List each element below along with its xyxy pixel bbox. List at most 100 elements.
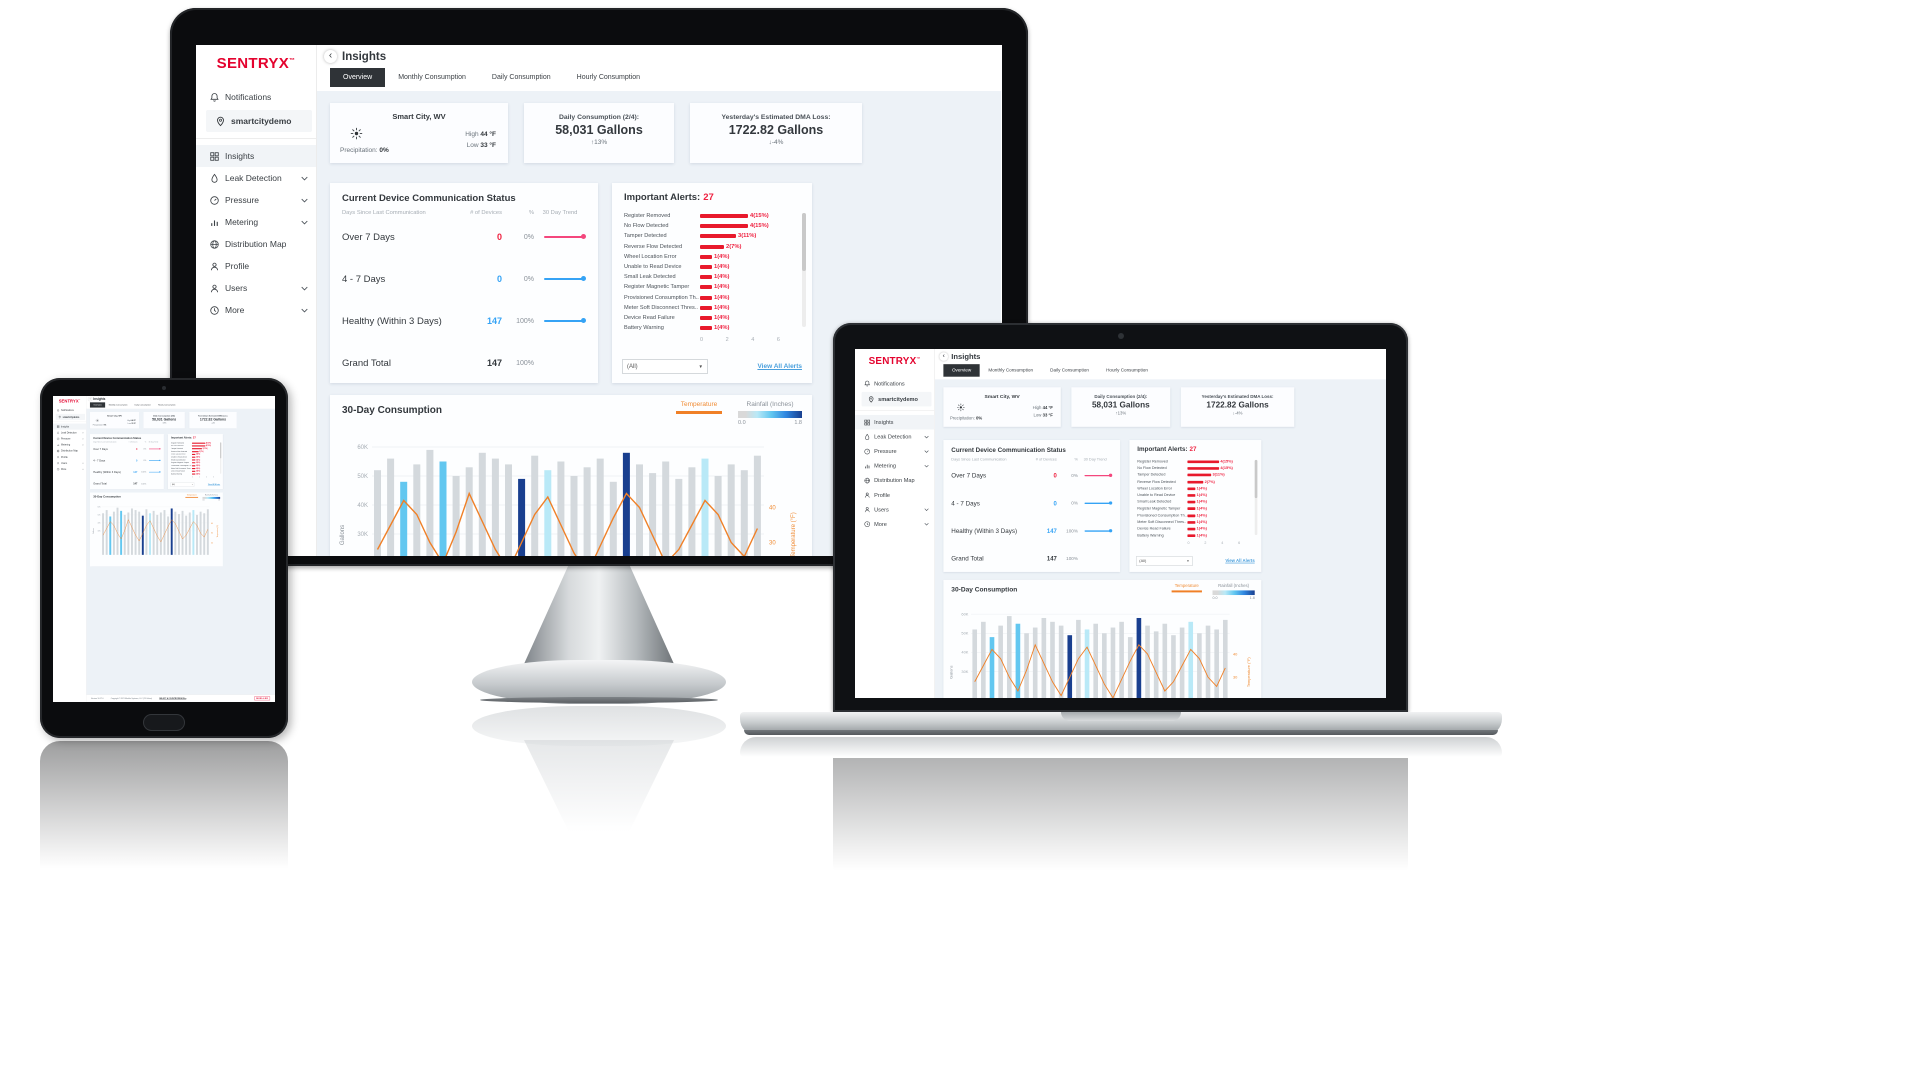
alerts-filter-dropdown[interactable]: (All) ▼ [1135, 556, 1193, 567]
alerts-scrollbar[interactable] [1254, 459, 1258, 536]
sidebar-item-leak-detection[interactable]: Leak Detection [53, 430, 86, 436]
alerts-scrollbar[interactable] [220, 442, 222, 474]
sidebar-item-notifications[interactable]: Notifications [53, 407, 86, 413]
select-region-link[interactable]: SELECT A COUNTRY/REGION ▴ [159, 697, 187, 700]
tab-hourly-consumption[interactable]: Hourly Consumption [576, 74, 641, 81]
trend-line [544, 320, 584, 322]
sidebar-item-smartcitydemo[interactable]: smartcitydemo [861, 391, 932, 407]
sidebar-item-insights[interactable]: Insights [196, 145, 316, 167]
tab-hourly-consumption[interactable]: Hourly Consumption [1106, 368, 1148, 373]
trend-dot [581, 318, 586, 323]
sidebar-item-profile[interactable]: Profile [855, 488, 934, 503]
sidebar-item-metering[interactable]: Metering [53, 442, 86, 448]
chevron-down-icon [924, 522, 929, 526]
sidebar-item-insights[interactable]: Insights [855, 414, 935, 430]
status-row-label: Over 7 Days [342, 231, 395, 243]
scrollbar-thumb[interactable] [220, 442, 222, 459]
tab-overview[interactable]: Overview [943, 364, 980, 377]
view-all-alerts-link[interactable]: View All Alerts [757, 363, 802, 370]
alert-label: Unable to Read Device [1137, 493, 1176, 498]
weather-precipitation: Precipitation: 0% [92, 424, 107, 427]
sidebar-item-smartcitydemo[interactable]: smartcitydemo [55, 413, 85, 420]
alerts-filter-dropdown[interactable]: (All) ▼ [170, 482, 195, 487]
back-button[interactable]: ‹ [88, 397, 92, 401]
sidebar-item-smartcitydemo[interactable]: smartcitydemo [206, 110, 312, 132]
dma-loss-delta: ↓-4% [210, 421, 216, 424]
axis-tick: 0 [192, 476, 193, 479]
sidebar-item-metering[interactable]: Metering [196, 211, 316, 233]
alert-label: Register Magnetic Tamper [624, 284, 690, 291]
sidebar-item-users[interactable]: Users [196, 277, 316, 299]
tab-overview[interactable]: Overview [89, 402, 106, 408]
alert-label: Register Removed [171, 442, 184, 445]
alerts-scrollbar[interactable] [802, 213, 806, 327]
sidebar-item-pressure[interactable]: Pressure [196, 189, 316, 211]
back-button[interactable]: ‹ [324, 50, 337, 63]
sidebar-item-metering[interactable]: Metering [855, 458, 934, 473]
tab-daily-consumption[interactable]: Daily Consumption [134, 403, 151, 406]
alert-label: Meter Soft Disconnect Thres.. [624, 304, 698, 311]
droplet-icon [863, 433, 871, 441]
alert-label: Device Read Failure [171, 470, 186, 473]
sidebar-item-more[interactable]: More [855, 517, 934, 532]
alert-bar [1187, 480, 1204, 484]
sidebar-item-pressure[interactable]: Pressure [855, 444, 934, 459]
axis-tick: 4 [751, 337, 755, 343]
status-row: Over 7 Days 0 0% [90, 443, 164, 455]
sidebar-item-distribution-map[interactable]: Distribution Map [53, 448, 86, 454]
alert-label: Register Removed [1137, 459, 1168, 464]
dma-loss-label: Yesterday's Estimated DMA Loss: [197, 415, 228, 417]
tab-daily-consumption[interactable]: Daily Consumption [491, 74, 551, 81]
chevron-down-icon [301, 286, 308, 291]
status-column-header: 30 Day Trend [1083, 457, 1107, 462]
alert-label: Register Magnetic Tamper [171, 462, 190, 464]
tab-daily-consumption[interactable]: Daily Consumption [1050, 368, 1089, 373]
sidebar-item-profile[interactable]: Profile [196, 255, 316, 277]
status-device-count: 147 [486, 316, 502, 326]
weather-high-low: High 44 °F Low 33 °F [127, 419, 136, 425]
tab-hourly-consumption[interactable]: Hourly Consumption [157, 403, 176, 406]
sidebar-item-insights[interactable]: Insights [53, 423, 87, 430]
sidebar-item-notifications[interactable]: Notifications [855, 376, 934, 391]
status-row: 4 - 7 Days 0 0% [943, 489, 1120, 517]
chevron-down-icon [924, 450, 929, 453]
sidebar-item-label: Pressure [874, 447, 897, 455]
scrollbar-thumb[interactable] [802, 213, 806, 271]
sidebar-item-distribution-map[interactable]: Distribution Map [196, 233, 316, 255]
sidebar-item-profile[interactable]: Profile [53, 454, 86, 460]
tab-monthly-consumption[interactable]: Monthly Consumption [988, 368, 1034, 373]
sidebar-item-pressure[interactable]: Pressure [53, 436, 86, 442]
sidebar-item-leak-detection[interactable]: Leak Detection [855, 429, 934, 444]
alerts-filter-dropdown[interactable]: (All) ▼ [622, 359, 708, 374]
status-columns: Days Since Last Communication # of Device… [943, 454, 1120, 462]
sidebar-item-users[interactable]: Users [53, 460, 86, 466]
status-percent: 0% [523, 233, 534, 241]
alert-row: Unable to Read Device 1(4%) [171, 456, 218, 459]
tab-monthly-consumption[interactable]: Monthly Consumption [398, 74, 466, 81]
svg-text:30K: 30K [357, 532, 368, 538]
bar-chart-icon [863, 462, 871, 470]
sidebar-item-more[interactable]: More [196, 299, 316, 321]
view-all-alerts-link[interactable]: View All Alerts [207, 483, 221, 486]
back-button[interactable]: ‹ [939, 352, 949, 361]
sidebar-item-notifications[interactable]: Notifications [196, 86, 316, 108]
scrollbar-thumb[interactable] [1254, 459, 1258, 499]
sidebar-item-distribution-map[interactable]: Distribution Map [855, 473, 934, 488]
alerts-list: Register Removed 4(15%) No Flow Detected 4(… [171, 442, 218, 475]
view-all-alerts-link[interactable]: View All Alerts [1225, 558, 1255, 564]
chart-title: 30-Day Consumption [93, 495, 121, 499]
tab-monthly-consumption[interactable]: Monthly Consumption [108, 403, 128, 406]
alert-value: 1(4%) [714, 314, 730, 321]
alert-label: No Flow Detected [624, 223, 669, 230]
sidebar-item-leak-detection[interactable]: Leak Detection [196, 167, 316, 189]
rainfall-scale-min: 0.0 [1212, 596, 1218, 601]
sidebar-item-label: Users [874, 505, 889, 513]
tab-overview[interactable]: Overview [330, 68, 386, 87]
sidebar-item-users[interactable]: Users [855, 502, 934, 517]
status-row-label: 4 - 7 Days [951, 499, 980, 507]
sidebar-item-more[interactable]: More [53, 466, 86, 472]
svg-text:60K: 60K [961, 611, 968, 616]
sun-icon [95, 418, 99, 424]
alert-label: Battery Warning [171, 473, 183, 475]
alert-row: Small Leak Detected 1(4%) [1137, 499, 1249, 506]
